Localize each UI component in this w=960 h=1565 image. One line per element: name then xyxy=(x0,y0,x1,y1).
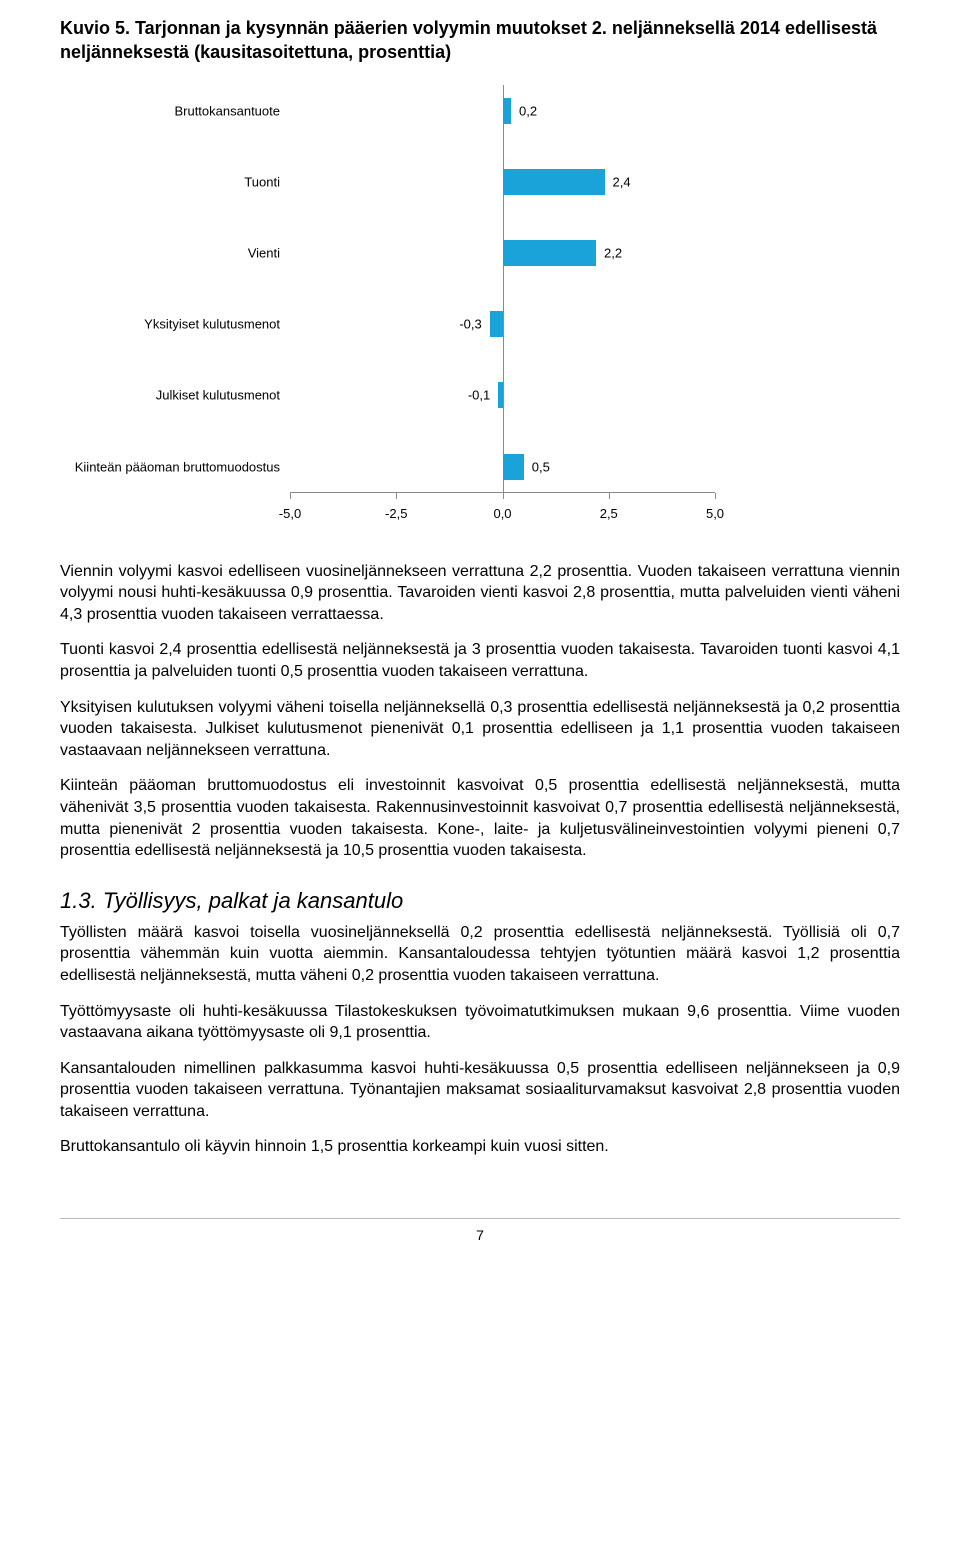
category-label: Kiinteän pääoman bruttomuodostus xyxy=(75,459,290,474)
x-tick-label: -2,5 xyxy=(385,506,407,521)
paragraph-3: Yksityisen kulutuksen volyymi väheni toi… xyxy=(60,697,900,762)
x-tick xyxy=(503,493,504,499)
bar-value-label: 0,5 xyxy=(532,459,550,474)
x-tick xyxy=(396,493,397,499)
paragraph-7: Kansantalouden nimellinen palkkasumma ka… xyxy=(60,1058,900,1123)
paragraph-6: Työttömyysaste oli huhti-kesäkuussa Tila… xyxy=(60,1001,900,1044)
x-tick xyxy=(609,493,610,499)
category-label: Tuonti xyxy=(244,174,290,189)
bar-value-label: 2,2 xyxy=(604,245,622,260)
x-tick-label: 2,5 xyxy=(600,506,618,521)
paragraph-1: Viennin volyymi kasvoi edelliseen vuosin… xyxy=(60,561,900,626)
bar xyxy=(503,454,524,480)
bar xyxy=(490,311,503,337)
x-tick-label: -5,0 xyxy=(279,506,301,521)
category-label: Bruttokansantuote xyxy=(174,103,290,118)
x-tick xyxy=(290,493,291,499)
section-heading: 1.3. Työllisyys, palkat ja kansantulo xyxy=(60,888,900,914)
bar xyxy=(498,382,502,408)
paragraph-8: Bruttokansantulo oli käyvin hinnoin 1,5 … xyxy=(60,1136,900,1158)
paragraph-4: Kiinteän pääoman bruttomuodostus eli inv… xyxy=(60,775,900,861)
bar xyxy=(503,240,597,266)
bar-value-label: 2,4 xyxy=(613,174,631,189)
chart-container: -5,0 -2,5 0,0 2,5 5,0 Bruttokansantuote 0,2 Tuo… xyxy=(60,79,750,539)
figure-title: Kuvio 5. Tarjonnan ja kysynnän pääerien … xyxy=(60,16,900,65)
bar xyxy=(503,98,512,124)
category-label: Vienti xyxy=(248,245,290,260)
page-number: 7 xyxy=(60,1218,900,1243)
paragraph-2: Tuonti kasvoi 2,4 prosenttia edellisestä… xyxy=(60,639,900,682)
category-label: Julkiset kulutusmenot xyxy=(156,388,290,403)
category-label: Yksityiset kulutusmenot xyxy=(144,317,290,332)
x-tick-label: 5,0 xyxy=(706,506,724,521)
zero-line xyxy=(503,85,504,493)
bar-value-label: -0,1 xyxy=(468,388,490,403)
x-tick-label: 0,0 xyxy=(493,506,511,521)
bar-value-label: -0,3 xyxy=(459,317,481,332)
bar-value-label: 0,2 xyxy=(519,103,537,118)
bar-chart: -5,0 -2,5 0,0 2,5 5,0 Bruttokansantuote 0,2 Tuo… xyxy=(60,79,750,539)
paragraph-5: Työllisten määrä kasvoi toisella vuosine… xyxy=(60,922,900,987)
x-tick xyxy=(715,493,716,499)
plot-area: -5,0-2,50,02,55,0Bruttokansantuote0,2Tuo… xyxy=(290,85,715,493)
bar xyxy=(503,169,605,195)
